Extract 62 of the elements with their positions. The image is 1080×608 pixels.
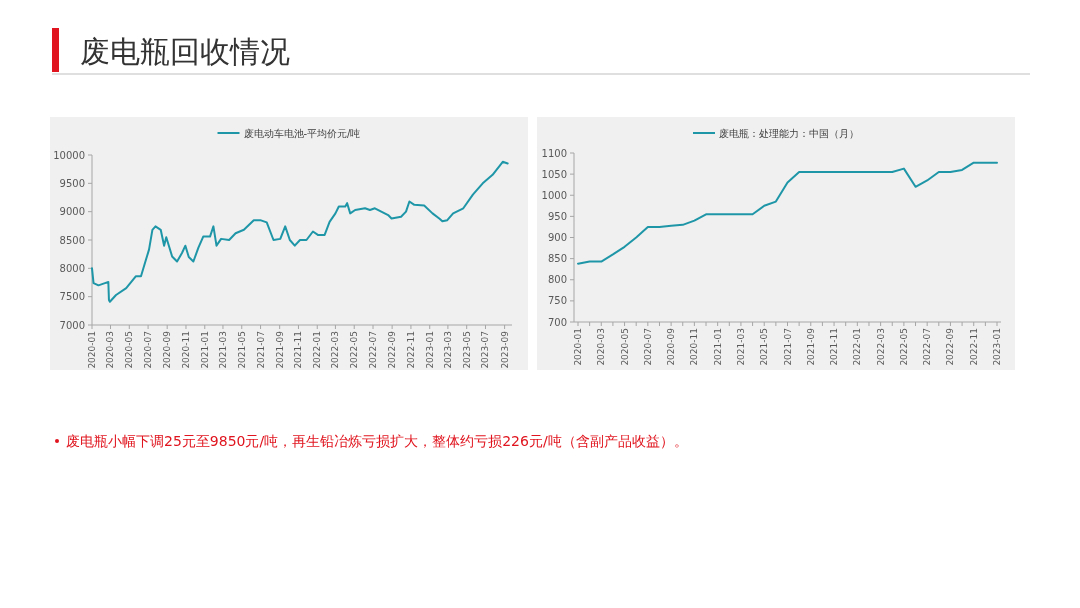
x-tick-label: 2022-07	[368, 331, 379, 369]
x-tick-label: 2021-11	[293, 331, 304, 369]
x-tick-label: 2021-05	[759, 328, 770, 366]
x-tick-label: 2021-11	[829, 328, 840, 366]
x-tick-label: 2023-03	[442, 331, 453, 369]
x-tick-label: 2020-05	[124, 331, 135, 369]
x-tick-label: 2020-01	[573, 328, 583, 366]
text: 废电瓶小幅下调25元至9850元/吨，再生铅冶炼亏损扩大，整体约亏损226元/吨（含副产品收益）。	[66, 433, 688, 449]
x-tick-label: 2020-05	[619, 328, 630, 366]
x-tick-label: 2021-05	[236, 331, 247, 369]
x-tick-label: 2021-07	[255, 331, 266, 369]
y-tick-label: 700	[547, 316, 567, 328]
x-tick-label: 2022-01	[852, 328, 863, 366]
y-tick-label: 750	[547, 295, 567, 307]
x-tick-label: 2023-05	[461, 331, 472, 369]
x-tick-label: 2021-03	[735, 328, 746, 366]
x-tick-label: 2022-11	[968, 328, 979, 366]
y-tick-label: 10000	[53, 149, 85, 161]
y-tick-label: 1000	[541, 189, 567, 201]
x-tick-label: 2020-01	[87, 331, 97, 369]
x-tick-label: 2020-09	[666, 327, 677, 366]
x-tick-label: 2020-11	[180, 331, 191, 369]
x-tick-label: 2020-03	[596, 328, 607, 366]
x-tick-label: 2021-03	[217, 331, 228, 369]
y-tick-label: 1100	[541, 147, 567, 159]
y-tick-label: 900	[547, 232, 567, 243]
y-tick-label: 8000	[59, 262, 85, 274]
x-tick-label: 2023-01	[992, 328, 1002, 366]
x-tick-label: 2022-03	[330, 331, 341, 369]
x-tick-label: 2021-09	[805, 327, 816, 366]
legend-label: 废电动车电池-平均价元/吨	[243, 128, 361, 139]
x-tick-label: 2022-11	[405, 331, 416, 369]
x-tick-label: 2022-03	[875, 328, 886, 366]
chart-title: 废电瓶回收情况	[80, 34, 290, 69]
x-tick-label: 2022-07	[922, 328, 933, 366]
y-tick-label: 950	[547, 210, 567, 222]
x-tick-label: 2022-09	[387, 330, 398, 369]
y-tick-label: 7500	[59, 291, 85, 303]
y-tick-label: 7000	[59, 319, 85, 331]
x-tick-label: 2020-07	[143, 331, 154, 369]
x-tick-label: 2020-03	[105, 331, 116, 369]
y-tick-label: 850	[547, 253, 567, 265]
x-tick-label: 2020-07	[642, 328, 653, 366]
x-tick-label: 2020-09	[162, 330, 173, 369]
y-tick-label: 8500	[59, 234, 85, 246]
x-tick-label: 2022-05	[898, 328, 909, 366]
y-tick-label: 9500	[59, 177, 85, 189]
x-tick-label: 2021-09	[274, 330, 285, 369]
x-tick-label: 2021-07	[782, 328, 793, 366]
x-tick-label: 2023-09	[499, 330, 510, 369]
legend-label: 废电瓶：处理能力：中国（月）	[719, 128, 859, 139]
y-tick-label: 9000	[59, 206, 85, 218]
x-tick-label: 2020-11	[689, 328, 700, 366]
x-tick-label: 2022-05	[349, 331, 360, 369]
x-tick-label: 2022-01	[312, 331, 323, 369]
x-tick-label: 2023-07	[480, 331, 491, 369]
x-tick-label: 2021-01	[712, 328, 723, 366]
y-tick-label: 800	[547, 274, 567, 286]
x-tick-label: 2021-01	[199, 331, 210, 369]
x-tick-label: 2023-01	[424, 331, 435, 369]
y-tick-label: 1050	[541, 168, 567, 180]
x-tick-label: 2022-09	[945, 327, 956, 366]
